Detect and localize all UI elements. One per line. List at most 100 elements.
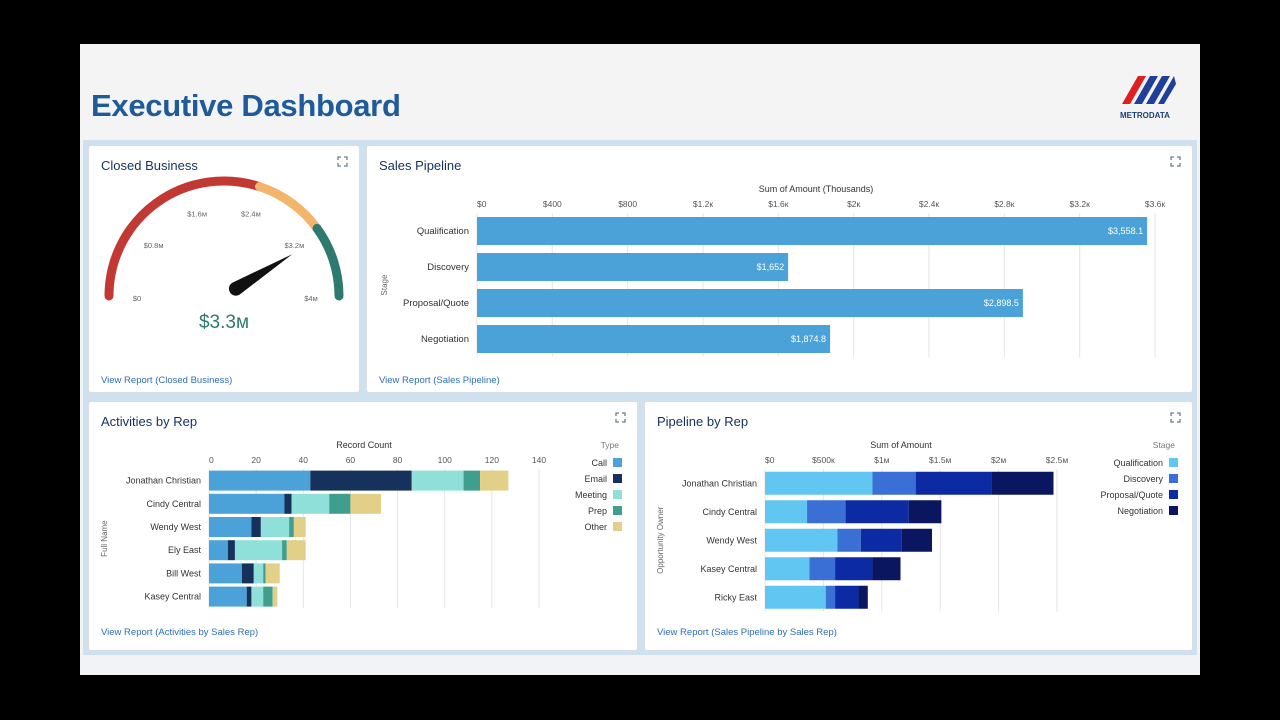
- x-tick-label: $3.6к: [1145, 199, 1166, 209]
- bar-segment: [845, 500, 909, 524]
- view-report-link[interactable]: View Report (Sales Pipeline): [379, 375, 500, 386]
- bar-segment: [263, 563, 266, 584]
- gauge-segment: [104, 176, 265, 301]
- x-tick-label: 140: [532, 455, 546, 465]
- view-report-link[interactable]: View Report (Sales Pipeline by Sales Rep…: [657, 627, 837, 638]
- category-label: Kasey Central: [144, 592, 201, 602]
- bar-segment: [209, 517, 252, 537]
- bar: [477, 325, 831, 353]
- bar-segment: [310, 470, 412, 491]
- bar-segment: [284, 493, 292, 514]
- legend-label: Email: [584, 474, 607, 484]
- gauge-chart: $0 $0.8м $1.6м $2.4м $3.2м $4м $3.3м: [104, 176, 344, 333]
- legend-swatch: [1169, 458, 1178, 467]
- bar-segment: [991, 471, 1054, 495]
- bar-segment: [209, 470, 311, 491]
- legend-swatch: [613, 474, 622, 483]
- bar-segment: [765, 528, 838, 552]
- closed-business-card: Closed Business $0 $0.8м $1.6м $2.4м $3.2м $4…: [88, 145, 360, 393]
- category-label: Cindy Central: [702, 507, 757, 517]
- x-tick-label: 40: [299, 455, 309, 465]
- gauge-tick-label: $1.6м: [187, 209, 207, 218]
- bar-segment: [765, 557, 810, 581]
- bar-segment: [227, 540, 235, 561]
- pipeline-by-rep-card: Pipeline by Rep Sum of Amount $0 $500к $1м $…: [644, 401, 1193, 651]
- bar-segment: [807, 500, 846, 524]
- bar-segment: [289, 517, 294, 537]
- x-tick-label: 60: [346, 455, 356, 465]
- legend-title: Stage: [1153, 440, 1175, 450]
- x-tick-label: $1.6к: [768, 199, 789, 209]
- bar-segment: [411, 470, 464, 491]
- bar-segment: [872, 471, 916, 495]
- bar-segment: [858, 585, 868, 609]
- page-title: Executive Dashboard: [91, 88, 401, 123]
- bar-segment: [265, 563, 280, 584]
- view-report-link[interactable]: View Report (Activities by Sales Rep): [101, 627, 259, 638]
- x-axis-title: Sum of Amount: [870, 440, 932, 450]
- bar-segment: [263, 586, 273, 607]
- x-tick-label: 20: [251, 455, 261, 465]
- activities-by-rep-card: Activities by Rep Record Count 0 20 40 60 80 1…: [88, 401, 638, 651]
- legend-swatch: [613, 506, 622, 515]
- expand-icon[interactable]: [1170, 412, 1181, 423]
- gauge-tick-label: $4м: [304, 294, 318, 303]
- legend-label: Qualification: [1113, 458, 1163, 468]
- x-tick-label: $800: [618, 199, 637, 209]
- bar: [477, 217, 1148, 245]
- card-title: Pipeline by Rep: [657, 414, 749, 429]
- x-tick-label: 100: [438, 455, 452, 465]
- legend-label: Other: [584, 522, 607, 532]
- bar-segment: [463, 470, 481, 491]
- category-label: Proposal/Quote: [403, 298, 469, 309]
- bar-segment: [234, 540, 283, 561]
- dashboard-area: Closed Business $0 $0.8м $1.6м $2.4м $3.2м $4…: [83, 140, 1197, 655]
- expand-icon[interactable]: [615, 412, 626, 423]
- bar-segment: [872, 557, 901, 581]
- bar-segment: [293, 517, 306, 537]
- bar-segment: [282, 540, 287, 561]
- bar-segment: [253, 563, 264, 584]
- gauge-segment: [312, 223, 344, 301]
- bar-segment: [835, 585, 859, 609]
- legend-swatch: [1169, 474, 1178, 483]
- legend-swatch: [1169, 490, 1178, 499]
- data-label: $1,652: [757, 262, 785, 272]
- slide-footer: [80, 655, 1200, 675]
- x-tick-label: 80: [393, 455, 403, 465]
- x-tick-label: $0: [477, 199, 487, 209]
- x-tick-label: $1.5м: [929, 455, 952, 465]
- bar-segment: [825, 585, 836, 609]
- bar: [477, 253, 789, 281]
- bar-segment: [291, 493, 330, 514]
- logo-text: METRODATA: [1120, 111, 1170, 120]
- category-label: Ricky East: [714, 592, 757, 602]
- bar-segment: [765, 585, 826, 609]
- legend-swatch: [613, 458, 622, 467]
- category-label: Jonathan Christian: [682, 478, 757, 488]
- card-title: Sales Pipeline: [379, 158, 462, 173]
- category-label: Jonathan Christian: [126, 476, 201, 486]
- view-report-link[interactable]: View Report (Closed Business): [101, 375, 233, 386]
- x-axis-title: Sum of Amount (Thousands): [759, 184, 874, 194]
- bar-segment: [260, 517, 290, 537]
- expand-icon[interactable]: [337, 156, 348, 167]
- x-tick-label: 120: [485, 455, 499, 465]
- expand-icon[interactable]: [1170, 156, 1181, 167]
- bar-segment: [908, 500, 942, 524]
- bar: [477, 289, 1023, 317]
- bar-segment: [837, 528, 861, 552]
- x-tick-label: $3.2к: [1070, 199, 1091, 209]
- x-tick-label: $2к: [847, 199, 860, 209]
- bar-segment: [765, 500, 808, 524]
- category-label: Cindy Central: [146, 499, 201, 509]
- bar-segment: [915, 471, 992, 495]
- data-label: $3,558.1: [1108, 226, 1143, 236]
- category-label: Wendy West: [150, 522, 201, 532]
- category-label: Bill West: [166, 568, 201, 578]
- gauge-value-label: $3.3м: [199, 312, 249, 333]
- bar-segment: [350, 493, 382, 514]
- legend-swatch: [613, 522, 622, 531]
- card-title: Activities by Rep: [101, 414, 198, 429]
- x-axis-title: Record Count: [336, 440, 392, 450]
